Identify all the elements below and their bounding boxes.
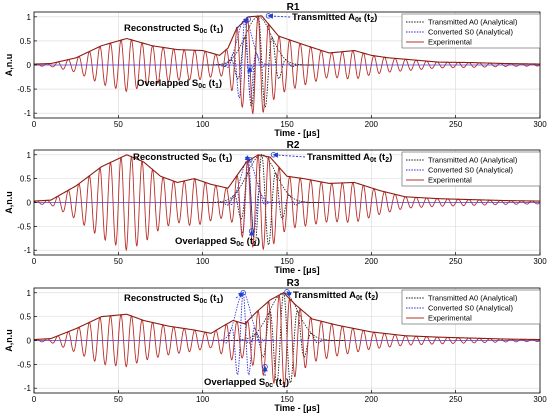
annotation-label: Transmitted A0t (t2) bbox=[293, 290, 378, 302]
x-tick-label: 100 bbox=[196, 120, 210, 129]
chart-panel-r3: 0 50 100 150 200 250 300 -1 -0.5 0 0.5 1 Time - [μs]… bbox=[4, 278, 547, 413]
y-tick-label: 0 bbox=[27, 337, 32, 346]
chart-panel-r2: 0 50 100 150 200 250 300 -1 -0.5 0 0.5 1 Time - [μs]… bbox=[4, 140, 547, 275]
annotation-marker bbox=[284, 289, 290, 295]
x-tick-label: 250 bbox=[449, 120, 463, 129]
x-tick-label: 200 bbox=[365, 395, 379, 404]
legend-label: Transmitted A0 (Analytical) bbox=[428, 18, 518, 27]
x-tick-label: 250 bbox=[449, 257, 463, 266]
legend-label: Transmitted A0 (Analytical) bbox=[428, 294, 518, 303]
annotation-label: Overlapped S0c (t1) bbox=[175, 236, 260, 248]
annotation-marker bbox=[248, 228, 255, 234]
x-tick-label: 150 bbox=[280, 257, 294, 266]
y-tick-label: 1 bbox=[27, 151, 32, 160]
x-tick-label: 100 bbox=[196, 257, 210, 266]
legend: Transmitted A0 (Analytical)Converted S0 … bbox=[401, 289, 541, 325]
annotation-label: Transmitted A0t (t2) bbox=[307, 152, 392, 164]
y-axis-label: A,n.u bbox=[4, 329, 14, 352]
y-tick-label: 0 bbox=[27, 61, 32, 70]
x-tick-label: 150 bbox=[280, 395, 294, 404]
x-axis-label: Time - [μs] bbox=[274, 265, 319, 275]
legend-box bbox=[401, 151, 541, 187]
legend-label: Converted S0 (Analytical) bbox=[428, 304, 514, 313]
legend-label: Experimental bbox=[428, 38, 472, 47]
x-tick-label: 50 bbox=[114, 257, 123, 266]
experimental-series-line bbox=[34, 154, 540, 252]
legend-box bbox=[401, 13, 541, 49]
x-axis-label: Time - [μs] bbox=[274, 128, 319, 138]
experimental-envelope-line bbox=[34, 154, 540, 202]
annotation-label: Transmitted A0t (t2) bbox=[292, 12, 377, 24]
x-tick-label: 100 bbox=[196, 395, 210, 404]
legend: Transmitted A0 (Analytical)Converted S0 … bbox=[401, 151, 541, 187]
y-tick-label: -0.5 bbox=[17, 85, 31, 94]
y-axis-label: A,n.u bbox=[4, 54, 14, 77]
annotation-marker bbox=[265, 13, 272, 19]
annotation-arrow bbox=[235, 18, 249, 29]
x-tick-label: 50 bbox=[114, 120, 123, 129]
legend-label: Experimental bbox=[428, 314, 472, 323]
transmitted-a0-series-envelope bbox=[200, 154, 323, 203]
x-tick-label: 200 bbox=[365, 257, 379, 266]
x-tick-label: 300 bbox=[533, 395, 547, 404]
y-tick-label: 0.5 bbox=[20, 37, 32, 46]
x-tick-label: 200 bbox=[365, 120, 379, 129]
annotation-label: Overlapped S0c (t1) bbox=[137, 78, 222, 90]
x-tick-label: 300 bbox=[533, 257, 547, 266]
annotation-label: Reconstructed S0c (t1) bbox=[133, 152, 232, 164]
x-tick-label: 0 bbox=[32, 120, 37, 129]
experimental-series-line bbox=[34, 14, 540, 115]
annotation-arrow bbox=[272, 152, 306, 158]
legend: Transmitted A0 (Analytical)Converted S0 … bbox=[401, 13, 541, 49]
annotation-label: Overlapped S0c (t1) bbox=[204, 377, 289, 389]
converted-s0-series-envelope bbox=[214, 18, 276, 66]
legend-label: Converted S0 (Analytical) bbox=[428, 28, 514, 37]
y-tick-label: -1 bbox=[24, 109, 32, 118]
panel-title: R2 bbox=[287, 140, 300, 151]
annotation-arrow bbox=[267, 13, 291, 19]
y-tick-label: 0.5 bbox=[20, 175, 32, 184]
x-axis-label: Time - [μs] bbox=[274, 403, 319, 413]
experimental-envelope-line bbox=[34, 15, 540, 65]
y-tick-label: -1 bbox=[24, 246, 32, 255]
y-tick-label: -0.5 bbox=[17, 222, 31, 231]
legend-label: Transmitted A0 (Analytical) bbox=[428, 156, 518, 165]
x-tick-label: 0 bbox=[32, 257, 37, 266]
panel-title: R3 bbox=[287, 278, 300, 289]
annotation-arrow bbox=[235, 292, 244, 299]
experimental-series-line bbox=[34, 294, 540, 389]
x-tick-label: 150 bbox=[280, 120, 294, 129]
legend-label: Converted S0 (Analytical) bbox=[428, 166, 514, 175]
annotation-marker bbox=[262, 364, 268, 370]
y-tick-label: -1 bbox=[24, 384, 32, 393]
y-tick-label: 1 bbox=[27, 13, 32, 22]
annotation-arrow bbox=[244, 155, 251, 160]
x-tick-label: 300 bbox=[533, 120, 547, 129]
annotation-arrow bbox=[286, 291, 293, 297]
annotation-marker bbox=[247, 156, 253, 163]
annotation-label: Reconstructed S0c (t1) bbox=[124, 293, 223, 305]
legend-label: Experimental bbox=[428, 176, 472, 185]
annotation-marker bbox=[247, 64, 253, 71]
annotation-label: Reconstructed S0c (t1) bbox=[124, 23, 223, 35]
annotation-marker bbox=[240, 290, 246, 296]
annotation-marker bbox=[245, 16, 251, 22]
x-tick-label: 250 bbox=[449, 395, 463, 404]
y-tick-label: 0 bbox=[27, 199, 32, 208]
annotation-marker bbox=[270, 152, 277, 158]
chart-panel-r1: 0 50 100 150 200 250 300 -1 -0.5 0 0.5 1 Time - [μs]… bbox=[4, 2, 547, 138]
y-tick-label: 0.5 bbox=[20, 313, 32, 322]
legend-box bbox=[401, 289, 541, 325]
panel-title: R1 bbox=[287, 2, 300, 13]
x-tick-label: 50 bbox=[114, 395, 123, 404]
x-tick-label: 0 bbox=[32, 395, 37, 404]
y-axis-label: A,n.u bbox=[4, 191, 14, 214]
y-tick-label: -0.5 bbox=[17, 360, 31, 369]
y-tick-label: 1 bbox=[27, 289, 32, 298]
